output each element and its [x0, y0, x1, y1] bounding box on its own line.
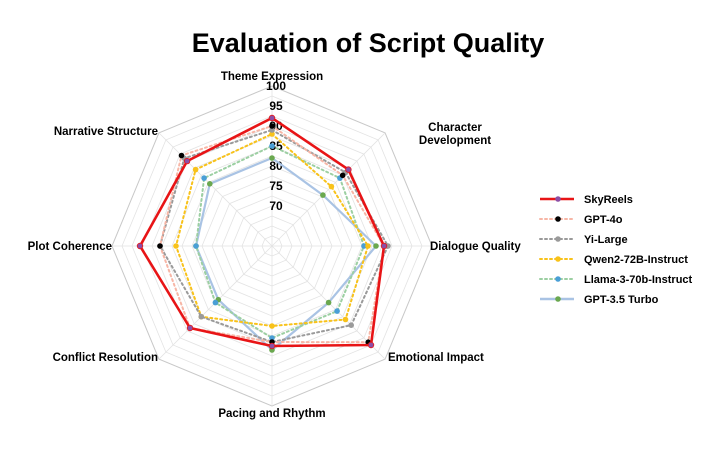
data-point	[207, 181, 213, 187]
data-point	[380, 242, 388, 250]
data-point	[183, 157, 191, 165]
data-point	[268, 114, 276, 122]
data-point	[193, 243, 199, 249]
data-point	[178, 152, 185, 159]
legend-marker	[555, 296, 561, 302]
tick-label: 75	[269, 179, 283, 193]
axis-label: Character Development	[419, 122, 491, 147]
legend-label: Llama-3-70b-Instruct	[584, 274, 693, 286]
legend-marker	[555, 216, 561, 222]
tick-label: 85	[269, 139, 283, 153]
legend-marker	[555, 196, 561, 202]
data-point	[157, 243, 163, 249]
legend-marker	[555, 236, 561, 242]
data-point	[342, 316, 349, 323]
data-point	[320, 192, 326, 198]
series-line	[195, 145, 365, 339]
data-point	[328, 183, 335, 190]
data-point	[348, 322, 355, 329]
data-point	[339, 172, 346, 179]
data-point	[334, 308, 340, 314]
data-point	[186, 324, 194, 332]
legend-item: GPT-4o	[539, 214, 623, 226]
data-point	[325, 299, 332, 306]
legend-item: Llama-3-70b-Instruct	[539, 274, 693, 286]
data-point	[269, 323, 275, 329]
legend-marker	[555, 276, 561, 282]
legend-item: Yi-Large	[539, 234, 628, 246]
legend-label: Qwen2-72B-Instruct	[584, 254, 688, 266]
data-point	[269, 123, 275, 129]
data-point	[201, 175, 207, 181]
tick-label: 95	[269, 99, 283, 113]
chart-title: Evaluation of Script Quality	[192, 28, 545, 58]
series-line	[159, 129, 389, 343]
data-point	[269, 127, 275, 133]
grid-spoke	[271, 132, 386, 247]
tick-label: 100	[266, 79, 286, 93]
series-skyreels	[136, 114, 388, 350]
axis-label: Emotional Impact	[388, 352, 484, 364]
data-point	[269, 143, 275, 149]
axis-label: Narrative Structure	[54, 126, 158, 138]
tick-label: 70	[269, 199, 283, 213]
legend-item: GPT-3.5 Turbo	[540, 294, 659, 306]
series-llama-3-70b-instruct	[193, 143, 367, 341]
radar-series	[136, 114, 391, 353]
data-point	[268, 342, 276, 350]
data-point	[192, 166, 199, 173]
data-point	[361, 243, 367, 249]
data-point	[269, 131, 275, 137]
legend: SkyReels GPT-4o Yi-Large Qwen2-72B-Instruct…	[539, 194, 693, 306]
data-point	[269, 155, 275, 161]
data-point	[373, 243, 379, 249]
legend-item: Qwen2-72B-Instruct	[539, 254, 688, 266]
axis-label: Plot Coherence	[28, 241, 112, 253]
grid-spoke	[158, 132, 273, 247]
data-point	[198, 313, 205, 320]
axis-label: Conflict Resolution	[53, 352, 158, 364]
data-point	[365, 243, 371, 249]
legend-label: SkyReels	[584, 194, 633, 206]
radar-axis-labels: Theme Expression Character Development Dial…	[28, 71, 522, 420]
data-point	[212, 299, 219, 306]
data-point	[136, 242, 144, 250]
data-point	[173, 243, 179, 249]
legend-label: Yi-Large	[584, 234, 628, 246]
legend-marker	[555, 256, 561, 262]
axis-label: Pacing and Rhythm	[218, 408, 325, 420]
legend-label: GPT-4o	[584, 214, 623, 226]
data-point	[269, 335, 275, 341]
data-point	[345, 166, 352, 173]
legend-label: GPT-3.5 Turbo	[584, 294, 659, 306]
axis-label: Dialogue Quality	[430, 241, 521, 253]
data-point	[367, 341, 375, 349]
legend-item: SkyReels	[540, 194, 633, 206]
axis-label: Theme Expression	[221, 71, 323, 83]
